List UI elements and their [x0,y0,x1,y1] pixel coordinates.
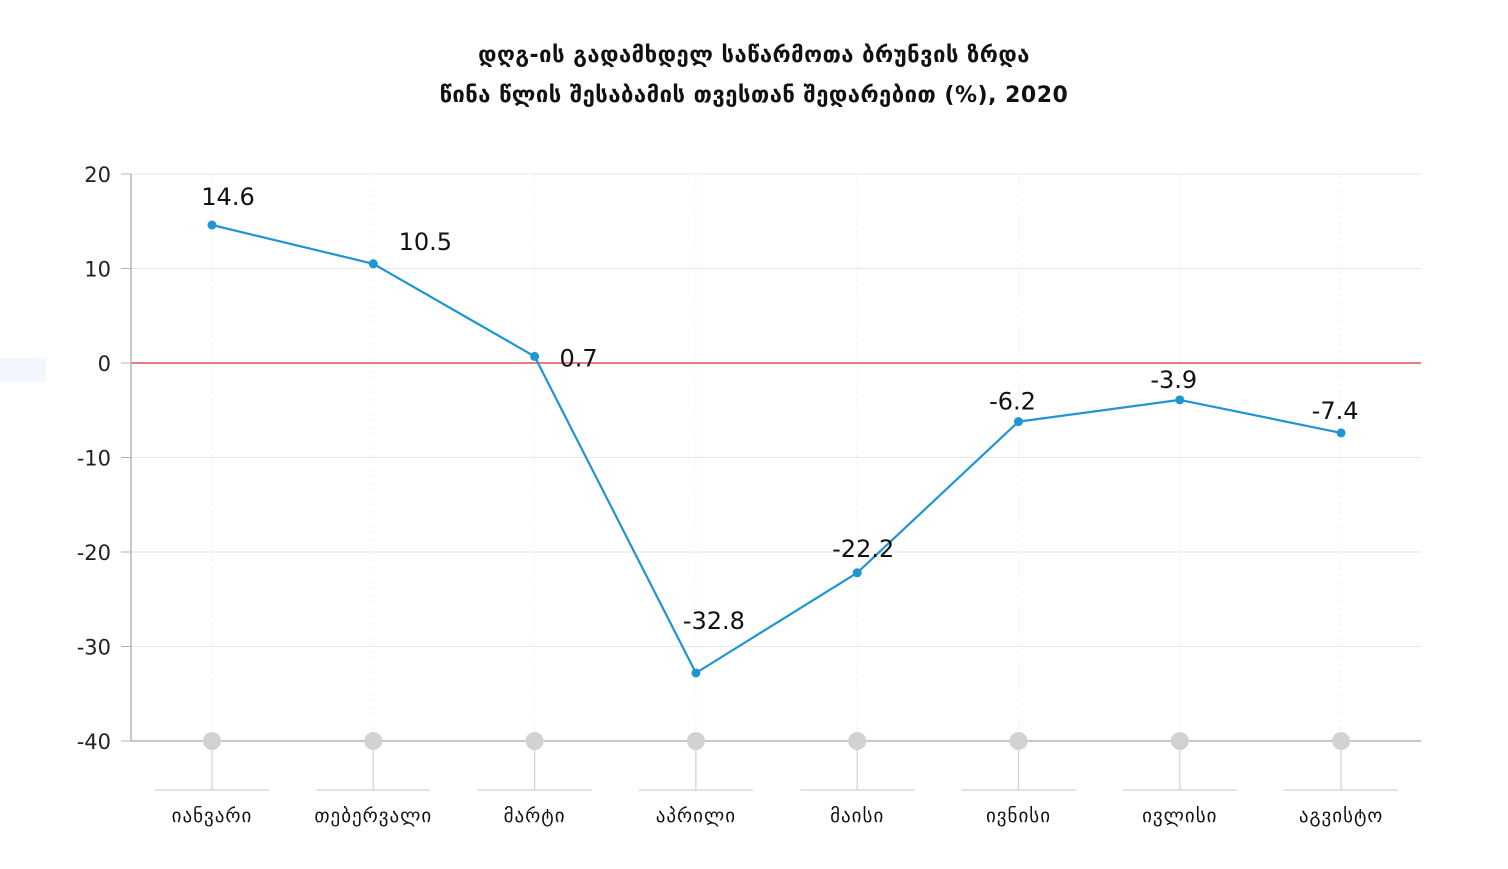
data-label: -3.9 [1150,366,1197,394]
category-marker [686,732,705,750]
category-marker [848,732,867,750]
category-marker [1170,732,1189,750]
data-label: 14.6 [201,183,254,211]
data-point [1014,417,1023,427]
data-point [852,568,862,578]
category-label: მარტი [504,805,566,827]
data-point [207,220,217,230]
category-marker [1332,732,1351,750]
y-tick-label: 20 [84,163,111,187]
category-label: აპრილი [656,805,736,827]
left-edge-tint [0,358,46,382]
y-tick-label: 10 [84,258,111,282]
data-label: -22.2 [832,535,894,563]
data-point [1175,395,1185,405]
series-line [211,223,1342,675]
category-label: თებერვალი [314,805,432,827]
category-marker [364,732,383,750]
category-marker [525,732,544,750]
category-marker [1009,732,1028,750]
category-label: იანვარი [172,805,253,827]
y-tick-label: -40 [77,730,111,754]
category-label: მაისი [830,805,884,827]
y-tick-label: 0 [98,352,111,376]
chart-title-block: დღგ-ის გადამხდელ საწარმოთა ბრუნვის ზრდა … [0,36,1508,116]
chart-subtitle: წინა წლის შესაბამის თვესთან შედარებით (%… [439,83,1069,108]
category-label: ივლისი [1142,805,1217,827]
y-tick-label: -20 [77,541,111,565]
data-point [691,668,701,678]
data-label: -6.2 [989,388,1036,416]
data-label: 0.7 [560,344,598,372]
data-label: 10.5 [399,228,452,256]
data-label: -7.4 [1312,397,1359,425]
data-point [530,351,540,361]
data-point [1336,428,1346,438]
data-point [368,259,378,269]
category-marker [203,732,221,750]
y-tick-label: -30 [77,636,111,660]
chart-title: დღგ-ის გადამხდელ საწარმოთა ბრუნვის ზრდა [478,43,1030,68]
data-label: -32.8 [683,607,745,635]
category-label: აგვისტო [1299,805,1384,827]
category-label: ივნისი [986,805,1051,827]
y-tick-label: -10 [77,447,111,471]
